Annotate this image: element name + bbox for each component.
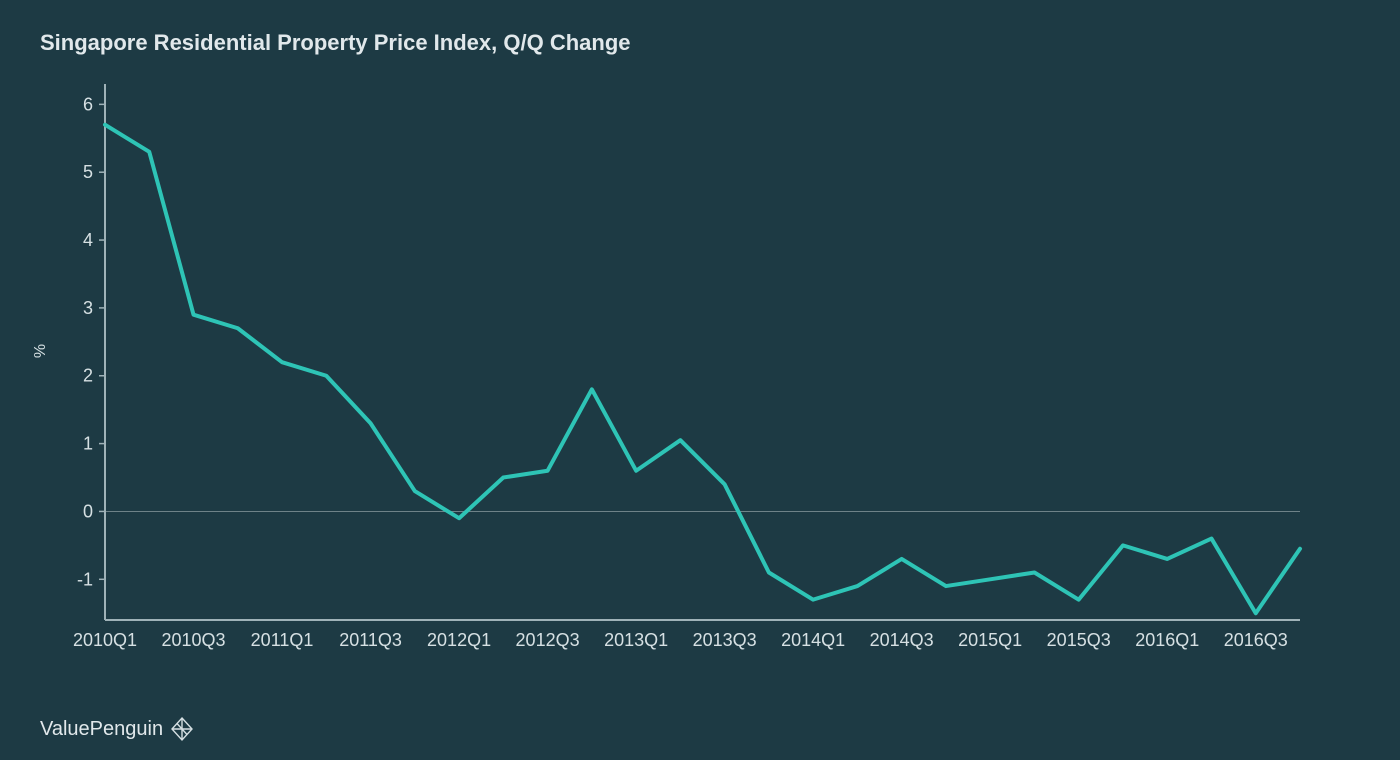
svg-text:2016Q1: 2016Q1 [1135,630,1199,650]
svg-text:2013Q1: 2013Q1 [604,630,668,650]
chart-container: Singapore Residential Property Price Ind… [0,0,1400,760]
brand-logo-icon [169,716,195,742]
svg-text:2013Q3: 2013Q3 [693,630,757,650]
svg-text:5: 5 [83,162,93,182]
svg-text:2011Q1: 2011Q1 [251,630,314,650]
brand-footer: ValuePenguin [40,716,195,742]
svg-text:2015Q1: 2015Q1 [958,630,1022,650]
svg-text:0: 0 [83,501,93,521]
svg-text:2014Q3: 2014Q3 [870,630,934,650]
chart-title: Singapore Residential Property Price Ind… [40,30,1360,56]
svg-text:1: 1 [83,434,93,454]
svg-text:2010Q1: 2010Q1 [73,630,137,650]
svg-text:2012Q3: 2012Q3 [516,630,580,650]
y-axis-label: % [32,344,50,358]
plot-area: % -101234562010Q12010Q32011Q12011Q32012Q… [40,76,1310,656]
brand-text: ValuePenguin [40,718,163,741]
svg-text:2014Q1: 2014Q1 [781,630,845,650]
svg-text:6: 6 [83,94,93,114]
svg-text:2011Q3: 2011Q3 [339,630,402,650]
svg-text:2: 2 [83,366,93,386]
svg-text:4: 4 [83,230,93,250]
svg-text:2016Q3: 2016Q3 [1224,630,1288,650]
line-chart: -1 0 1 2 3 4 5 6 2010Q1 2010Q3 2011Q1 2011Q3 2012Q1 2… [40,76,1310,656]
svg-text:2012Q1: 2012Q1 [427,630,491,650]
svg-text:-1: -1 [77,569,93,589]
svg-text:2010Q3: 2010Q3 [161,630,225,650]
svg-text:3: 3 [83,298,93,318]
svg-text:2015Q3: 2015Q3 [1047,630,1111,650]
